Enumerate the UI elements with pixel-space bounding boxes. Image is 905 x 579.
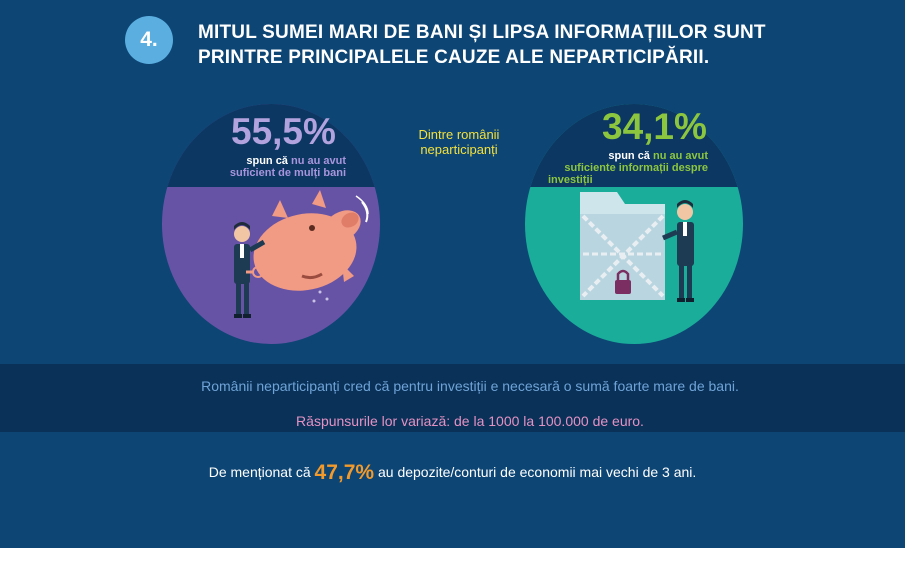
footnote-suffix: au depozite/conturi de economii mai vech… [374,464,697,480]
right-caption-line-2: suficiente informații despre [564,162,708,174]
infographic-panel: 4. MITUL SUMEI MARI DE BANI ȘI LIPSA INF… [0,0,905,548]
section-title: MITUL SUMEI MARI DE BANI ȘI LIPSA INFORM… [198,20,818,70]
right-caption-prefix: spun că [608,150,653,162]
title-line-2: PRINTRE PRINCIPALELE CAUZE ALE NEPARTICI… [198,47,710,68]
piggy-bank-illustration [234,190,369,318]
locked-folder-illustration [580,192,694,302]
footnote: De menționat că 47,7% au depozite/contur… [0,461,905,485]
left-caption-highlight-1: nu au avut [290,155,346,167]
right-caption-line-3: investiții [548,174,593,186]
band-text-main: Românii neparticipanți cred că pentru in… [201,378,739,394]
left-circle-cap [162,104,380,187]
right-stat-percent: 34,1% [602,106,707,147]
right-stat-caption: spun că nu au avut suficiente informații… [548,150,708,186]
middle-label-line-2: neparticipanți [420,142,498,157]
left-stat-caption: spun că nu au avut suficient de mulți ba… [196,155,346,179]
right-caption-highlight-1: nu au avut [652,150,708,162]
title-line-1: MITUL SUMEI MARI DE BANI ȘI LIPSA INFORM… [198,22,766,43]
middle-label: Dintre românii neparticipanți [404,127,514,157]
padlock-icon [615,280,631,294]
footnote-value: 47,7% [314,461,375,484]
left-stat-percent: 55,5% [231,111,336,152]
section-number-badge: 4. [125,16,173,64]
right-circle-cap [525,104,743,187]
left-caption-prefix: spun că [246,155,291,167]
summary-band [0,364,905,432]
middle-label-line-1: Dintre românii [418,127,500,142]
left-caption-highlight-2: suficient de mulți bani [229,167,346,179]
band-text-range: Răspunsurile lor variază: de la 1000 la … [296,413,644,429]
footnote-prefix: De menționat că [208,464,315,480]
